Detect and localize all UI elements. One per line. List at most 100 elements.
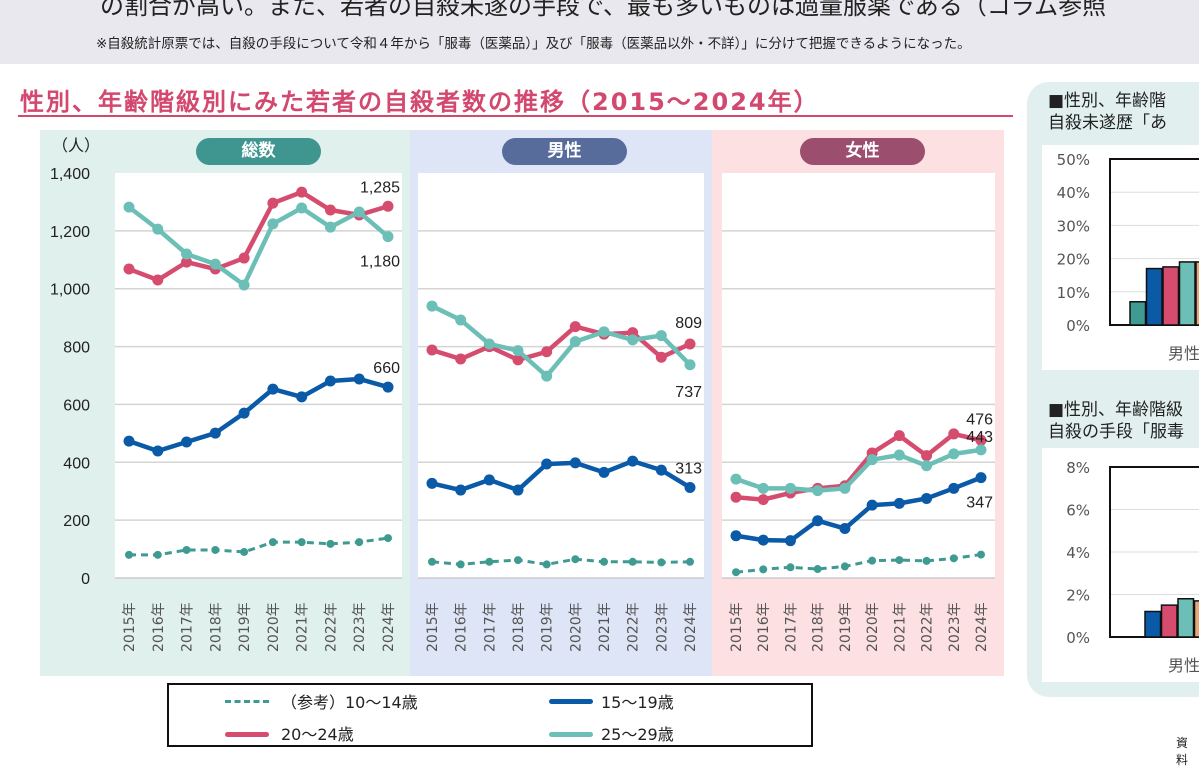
data-point-age_15_19 [599,467,610,478]
x-category-label: 男性 [1168,656,1199,675]
data-point-age_10_14 [240,548,248,556]
y-tick-label: 40% [1057,184,1090,202]
x-tick-label: 2017年 [783,602,799,652]
data-point-age_10_14 [183,546,191,554]
data-point-age_20_24 [948,428,959,439]
data-point-age_15_19 [484,474,495,485]
data-point-age_25_29 [427,301,438,312]
data-point-age_20_24 [124,264,135,275]
data-point-age_25_29 [976,444,987,455]
data-point-age_15_19 [812,515,823,526]
data-point-age_15_19 [541,459,552,470]
data-point-age_25_29 [383,231,394,242]
data-point-age_25_29 [685,359,696,370]
x-tick-label: 2019年 [540,602,556,652]
data-point-age_25_29 [239,279,250,290]
data-point-age_25_29 [812,485,823,496]
data-point-age_15_19 [731,530,742,541]
data-point-age_20_24 [685,338,696,349]
y-tick-label: 400 [63,455,90,472]
legend-label-15-19: 15～19歳 [601,689,674,713]
data-point-age_15_19 [894,498,905,509]
x-tick-label: 2020年 [865,602,881,652]
plot-area [418,173,704,578]
data-point-age_15_19 [785,535,796,546]
data-point-age_10_14 [895,556,903,564]
x-tick-label: 2018年 [811,602,827,652]
legend-swatch-10-14 [225,700,269,703]
bar [1163,267,1179,325]
bar [1162,605,1178,637]
data-point-age_15_19 [948,483,959,494]
data-point-age_10_14 [485,558,493,566]
x-tick-label: 2017年 [180,602,196,652]
data-point-age_25_29 [948,448,959,459]
data-point-age_10_14 [841,562,849,570]
source-label: 資料 [1176,734,1199,768]
data-label: 347 [966,495,993,512]
data-label: 660 [373,360,400,377]
data-point-age_15_19 [427,478,438,489]
x-tick-label: 2015年 [122,602,138,652]
y-tick-label: 600 [63,397,90,414]
x-tick-label: 2019年 [838,602,854,652]
data-point-age_15_19 [570,457,581,468]
y-tick-label: 2% [1066,587,1090,605]
legend-swatch-20-24 [225,732,269,737]
data-point-age_25_29 [210,259,221,270]
x-category-label: 男性 [1168,344,1199,363]
data-point-age_10_14 [543,560,551,568]
data-point-age_15_19 [325,375,336,386]
y-tick-label: 1,400 [50,166,90,183]
data-point-age_15_19 [867,500,878,511]
x-tick-label: 2016年 [756,602,772,652]
data-point-age_15_19 [455,485,466,496]
data-label: 443 [966,429,993,446]
data-point-age_15_19 [267,384,278,395]
data-point-age_10_14 [814,565,822,573]
data-point-age_20_24 [267,198,278,209]
data-point-age_10_14 [269,538,277,546]
data-point-age_25_29 [627,334,638,345]
data-point-age_10_14 [923,557,931,565]
data-point-age_20_24 [239,253,250,264]
data-point-age_20_24 [383,201,394,212]
data-point-age_25_29 [354,207,365,218]
y-tick-label: 6% [1066,502,1090,520]
data-point-age_15_19 [513,485,524,496]
data-point-age_10_14 [384,534,392,542]
data-point-age_10_14 [629,558,637,566]
y-tick-label: 30% [1057,217,1090,235]
data-point-age_10_14 [298,538,306,546]
data-point-age_15_19 [921,493,932,504]
data-point-age_15_19 [181,437,192,448]
data-point-age_15_19 [976,472,987,483]
data-point-age_10_14 [571,555,579,563]
y-tick-label: 10% [1057,284,1090,302]
y-tick-label: 4% [1066,544,1090,562]
data-label: 313 [675,460,702,477]
data-point-age_10_14 [759,565,767,573]
x-tick-label: 2022年 [323,602,339,652]
data-point-age_20_24 [541,346,552,357]
data-point-age_10_14 [355,538,363,546]
data-point-age_15_19 [656,465,667,476]
x-tick-label: 2016年 [454,602,470,652]
data-point-age_25_29 [758,483,769,494]
data-point-age_25_29 [484,338,495,349]
x-tick-label: 2017年 [482,602,498,652]
y-tick-label: 1,000 [50,282,90,299]
y-tick-label: 50% [1057,151,1090,169]
legend-label-10-14: （参考）10～14歳 [281,689,418,713]
data-point-age_15_19 [210,428,221,439]
bar [1178,599,1194,637]
data-point-age_15_19 [685,482,696,493]
data-point-age_25_29 [124,202,135,213]
data-point-age_10_14 [786,563,794,571]
y-tick-label: 800 [63,340,90,357]
data-point-age_25_29 [296,203,307,214]
data-point-age_25_29 [455,314,466,325]
data-label: 1,180 [360,254,400,271]
data-point-age_25_29 [839,483,850,494]
legend-swatch-15-19 [549,699,593,704]
